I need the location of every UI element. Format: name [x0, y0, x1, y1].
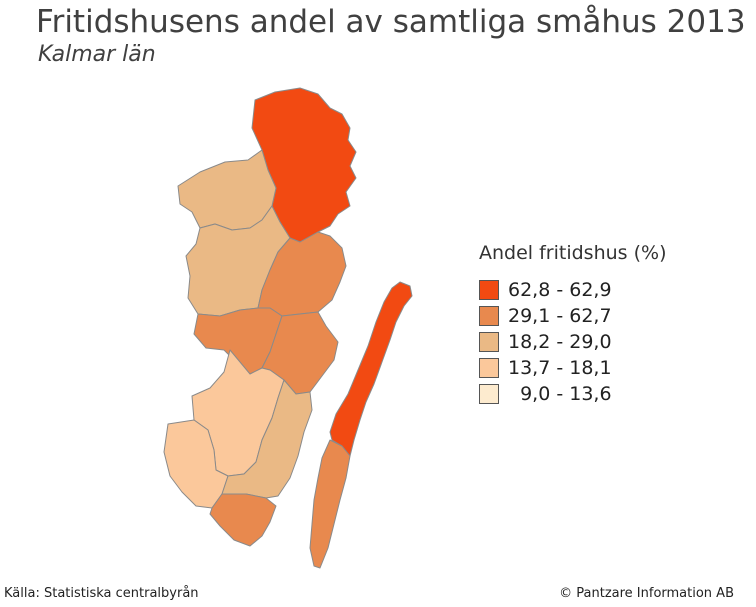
legend-item: 29,1 - 62,7 — [479, 305, 612, 327]
legend-swatch — [479, 384, 499, 404]
legend-label: 13,7 - 18,1 — [508, 357, 612, 379]
region-south-tip[interactable] — [209, 493, 277, 547]
legend-label: 29,1 - 62,7 — [508, 305, 612, 327]
source-note: Källa: Statistiska centralbyrån — [4, 586, 199, 601]
legend-swatch — [479, 358, 499, 378]
legend-item: 9,0 - 13,6 — [479, 383, 612, 405]
map-title: Fritidshusens andel av samtliga småhus 2… — [36, 4, 746, 40]
region-oland-north[interactable] — [329, 281, 413, 457]
legend-swatch — [479, 280, 499, 300]
region-oland-south[interactable] — [309, 439, 351, 569]
region-northwest[interactable] — [177, 149, 277, 231]
legend-label: 9,0 - 13,6 — [508, 383, 612, 405]
legend-title: Andel fritidshus (%) — [479, 242, 667, 264]
legend-item: 62,8 - 62,9 — [479, 279, 612, 301]
copyright-note: © Pantzare Information AB — [559, 586, 734, 601]
legend-label: 18,2 - 29,0 — [508, 331, 612, 353]
map-subtitle: Kalmar län — [38, 42, 156, 67]
legend-swatch — [479, 306, 499, 326]
legend-label: 62,8 - 62,9 — [508, 279, 612, 301]
legend-item: 18,2 - 29,0 — [479, 331, 612, 353]
legend-swatch — [479, 332, 499, 352]
legend-item: 13,7 - 18,1 — [479, 357, 612, 379]
